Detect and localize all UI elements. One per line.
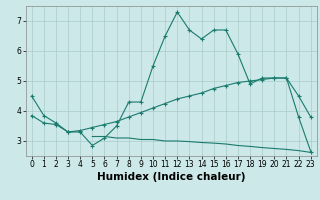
X-axis label: Humidex (Indice chaleur): Humidex (Indice chaleur) xyxy=(97,172,245,182)
